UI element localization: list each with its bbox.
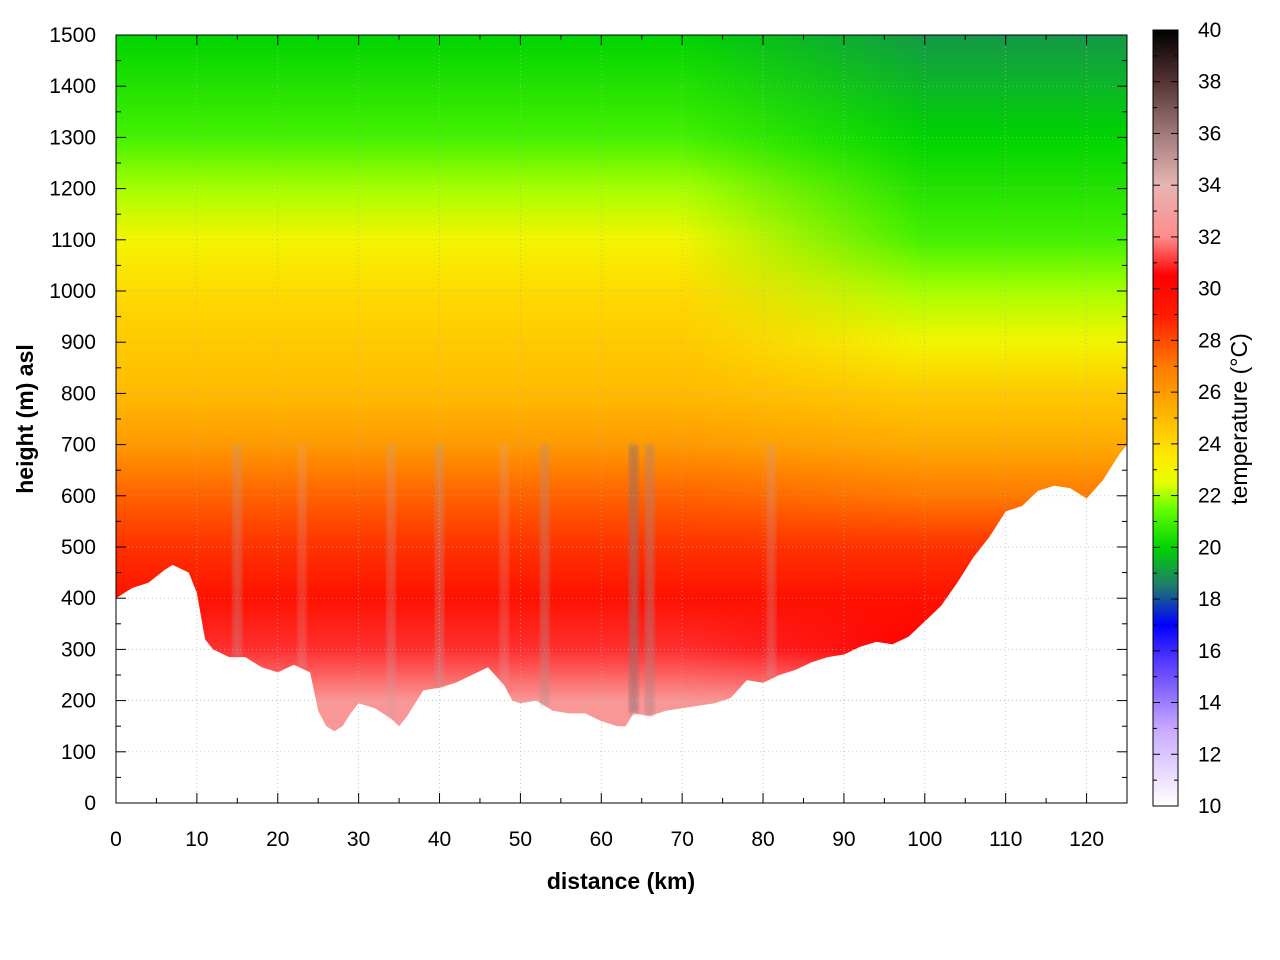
x-tick-label-3: 30 — [347, 828, 370, 851]
colorbar-tick-label-11: 32 — [1198, 226, 1221, 249]
warm-plume-7 — [644, 444, 655, 716]
x-tick-label-6: 60 — [590, 828, 613, 851]
x-axis-ticks: 0 10 20 30 40 50 60 70 80 90 100 110 120 — [110, 35, 1104, 851]
colorbar-tick-label-13: 36 — [1198, 123, 1221, 146]
y-tick-label-11: 1100 — [51, 229, 96, 252]
y-tick-label-15: 1500 — [49, 24, 96, 47]
x-tick-label-5: 50 — [509, 828, 532, 851]
warm-plume-0 — [232, 444, 243, 658]
x-tick-label-7: 70 — [671, 828, 694, 851]
colorbar-tick-label-5: 20 — [1198, 536, 1221, 559]
x-tick-label-8: 80 — [751, 828, 774, 851]
colorbar-tick-label-12: 34 — [1198, 174, 1222, 197]
x-tick-label-12: 120 — [1069, 828, 1104, 851]
y-tick-label-9: 900 — [61, 331, 96, 354]
y-tick-label-14: 1400 — [49, 75, 96, 98]
colorbar-tick-label-15: 40 — [1198, 19, 1221, 42]
y-tick-label-10: 1000 — [49, 280, 96, 303]
colorbar-tick-label-0: 10 — [1198, 795, 1221, 818]
y-tick-label-0: 0 — [84, 792, 96, 815]
temperature-field-right — [116, 35, 1127, 732]
y-tick-label-6: 600 — [61, 485, 96, 508]
colorbar-tick-label-10: 30 — [1198, 278, 1221, 301]
colorbar-tick-label-3: 16 — [1198, 640, 1221, 663]
y-axis-ticks: 0 100 200 300 400 500 600 700 800 900 1000 1100 1200… — [49, 24, 1127, 815]
colorbar: 10 12 14 16 18 20 22 24 26 28 30 32 34 36 38 40 tempera… — [1152, 19, 1252, 818]
y-tick-label-8: 800 — [61, 382, 96, 405]
y-tick-label-5: 500 — [61, 536, 96, 559]
y-tick-label-7: 700 — [61, 434, 96, 457]
x-tick-label-0: 0 — [110, 828, 122, 851]
colorbar-fill — [1153, 30, 1178, 806]
x-tick-label-1: 10 — [185, 828, 208, 851]
warm-plume-3 — [434, 444, 445, 688]
y-tick-label-1: 100 — [61, 741, 96, 764]
colorbar-tick-label-1: 12 — [1198, 743, 1221, 766]
x-tick-label-10: 100 — [907, 828, 942, 851]
y-tick-label-12: 1200 — [49, 178, 96, 201]
grid-lines — [116, 35, 1127, 803]
y-axis-title: height (m) asl — [12, 344, 38, 494]
y-tick-label-3: 300 — [61, 638, 96, 661]
x-axis-title: distance (km) — [547, 868, 695, 894]
y-tick-label-4: 400 — [61, 587, 96, 610]
colorbar-tick-label-7: 24 — [1198, 433, 1222, 456]
colorbar-tick-label-9: 28 — [1198, 329, 1221, 352]
x-tick-label-4: 40 — [428, 828, 451, 851]
colorbar-tick-label-6: 22 — [1198, 485, 1221, 508]
colorbar-title: temperature (°C) — [1226, 333, 1252, 505]
y-tick-label-13: 1300 — [49, 126, 96, 149]
colorbar-tick-label-4: 18 — [1198, 588, 1221, 611]
y-tick-label-2: 200 — [61, 690, 96, 713]
colorbar-tick-label-2: 14 — [1198, 692, 1222, 715]
warm-plume-8 — [766, 444, 777, 679]
warm-plume-5 — [539, 444, 550, 706]
warm-plume-4 — [499, 444, 510, 686]
warm-plume-6 — [628, 444, 639, 714]
warm-plume-1 — [297, 444, 307, 669]
temperature-field — [116, 35, 1127, 732]
x-tick-label-11: 110 — [989, 828, 1022, 851]
warm-plume-2 — [386, 444, 396, 719]
x-tick-label-9: 90 — [832, 828, 855, 851]
colorbar-ticks: 10 12 14 16 18 20 22 24 26 28 30 32 34 36 38 40 — [1153, 19, 1222, 818]
colorbar-tick-label-8: 26 — [1198, 381, 1221, 404]
colorbar-tick-label-14: 38 — [1198, 71, 1221, 94]
x-tick-label-2: 20 — [266, 828, 289, 851]
